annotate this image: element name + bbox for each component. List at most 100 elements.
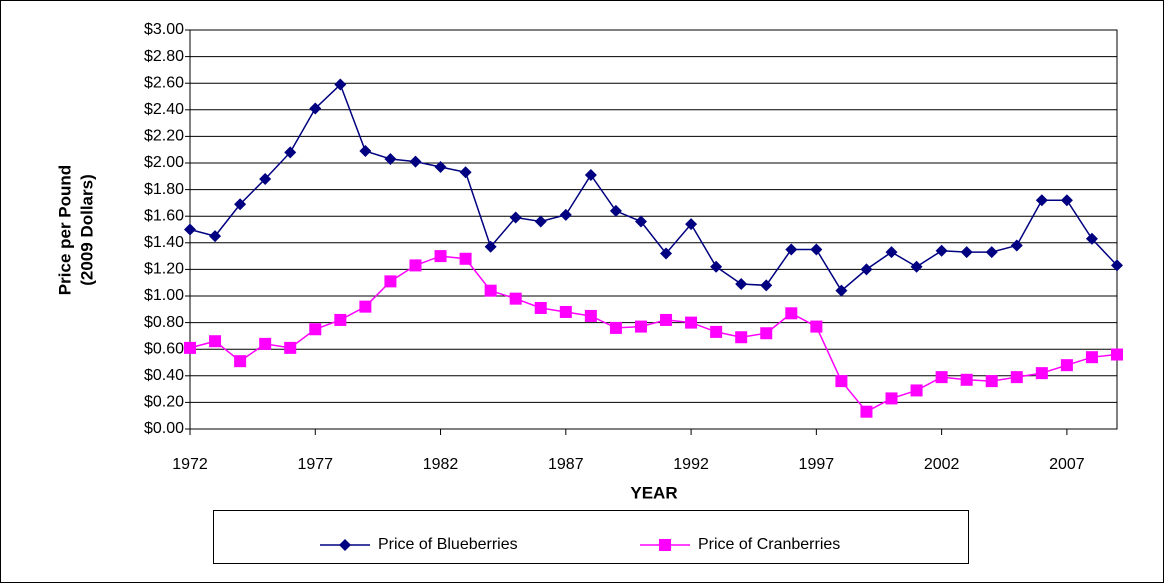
x-tick-label: 1982 (423, 456, 459, 473)
marker (960, 246, 973, 259)
marker (284, 341, 297, 354)
marker (334, 78, 347, 91)
marker (459, 166, 472, 179)
marker (935, 371, 948, 384)
marker (384, 153, 397, 166)
marker (259, 172, 272, 185)
marker (584, 309, 597, 322)
marker (359, 145, 372, 158)
marker (484, 240, 497, 253)
marker (259, 337, 272, 350)
marker (785, 307, 798, 320)
marker (409, 155, 422, 168)
y-tick-label: $2.40 (144, 101, 184, 118)
y-tick-label: $2.20 (144, 128, 184, 145)
marker (835, 284, 848, 297)
marker (559, 305, 572, 318)
marker (1035, 194, 1048, 207)
marker (184, 341, 196, 354)
y-tick-label: $2.60 (144, 74, 184, 91)
y-tick-label: $1.00 (144, 287, 184, 304)
marker (685, 218, 698, 231)
marker (434, 250, 447, 263)
marker (760, 327, 773, 340)
marker (935, 244, 948, 257)
y-tick-label: $1.80 (144, 181, 184, 198)
marker (1060, 194, 1073, 207)
marker (409, 259, 422, 272)
x-tick-label: 1977 (297, 456, 333, 473)
marker (960, 373, 973, 386)
marker (1035, 367, 1048, 380)
y-tick-label: $0.60 (144, 340, 184, 357)
y-tick-label: $3.00 (144, 21, 184, 38)
marker (609, 321, 622, 334)
marker (534, 215, 547, 228)
marker (384, 275, 397, 288)
marker (910, 260, 923, 273)
marker (634, 215, 647, 228)
y-tick-label: $0.20 (144, 394, 184, 411)
marker (609, 204, 622, 217)
marker (810, 243, 823, 256)
marker (835, 375, 848, 388)
legend-label: Price of Blueberries (378, 536, 518, 553)
marker (1010, 371, 1023, 384)
legend-label: Price of Cranberries (698, 536, 840, 553)
y-tick-label: $2.80 (144, 48, 184, 65)
y-axis-label: Price per Pound (55, 165, 74, 295)
y-tick-label: $2.00 (144, 154, 184, 171)
marker (985, 246, 998, 259)
marker (785, 243, 798, 256)
marker (1111, 259, 1123, 272)
x-tick-label: 2007 (1049, 456, 1085, 473)
y-tick-label: $1.40 (144, 234, 184, 251)
marker (559, 208, 572, 221)
marker (284, 146, 297, 159)
marker (509, 292, 522, 305)
marker (660, 247, 673, 260)
legend-marker (659, 539, 671, 551)
marker (885, 246, 898, 259)
marker (584, 168, 597, 181)
y-axis-label: (2009 Dollars) (77, 174, 96, 286)
x-tick-label: 1987 (548, 456, 584, 473)
marker (660, 313, 673, 326)
marker (860, 263, 873, 276)
marker (434, 160, 447, 173)
y-tick-label: $0.80 (144, 314, 184, 331)
marker (1111, 348, 1123, 361)
marker (885, 392, 898, 405)
marker (860, 405, 873, 418)
marker (810, 320, 823, 333)
y-tick-label: $1.20 (144, 261, 184, 278)
marker (735, 278, 748, 291)
marker (534, 301, 547, 314)
marker (334, 313, 347, 326)
y-tick-label: $0.40 (144, 367, 184, 384)
marker (1085, 351, 1098, 364)
marker (910, 384, 923, 397)
y-tick-label: $1.60 (144, 207, 184, 224)
marker (1010, 239, 1023, 252)
marker (985, 375, 998, 388)
marker (710, 260, 723, 273)
marker (1085, 232, 1098, 245)
marker (184, 223, 196, 236)
marker (234, 355, 247, 368)
marker (359, 300, 372, 313)
marker (685, 316, 698, 329)
legend-marker (339, 539, 351, 551)
marker (234, 198, 247, 211)
marker (309, 323, 322, 336)
y-tick-label: $0.00 (144, 420, 184, 437)
x-tick-label: 1997 (799, 456, 835, 473)
x-axis-label: YEAR (630, 483, 677, 502)
marker (710, 325, 723, 338)
x-tick-label: 1972 (172, 456, 208, 473)
x-tick-label: 2002 (924, 456, 960, 473)
marker (735, 331, 748, 344)
legend-box (213, 510, 969, 564)
